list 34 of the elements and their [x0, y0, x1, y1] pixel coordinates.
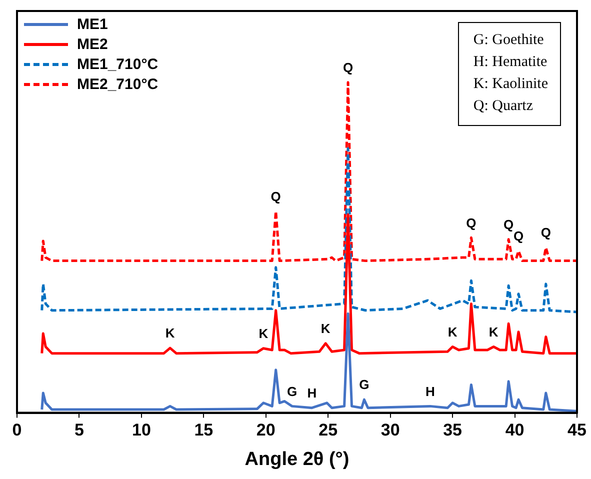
x-tick-label: 10 — [132, 420, 151, 440]
annotation: K — [448, 324, 458, 340]
annotation: K: Kaolinite — [473, 75, 548, 94]
annotation: K — [165, 326, 176, 341]
legend-label: ME2_710°C — [77, 76, 158, 92]
legend-label: ME1 — [77, 16, 108, 32]
x-tick-label: 15 — [194, 420, 214, 440]
annotation: Q — [466, 215, 476, 230]
annotation: H — [425, 384, 435, 399]
annotation: K — [488, 324, 499, 340]
annotation: Q — [540, 225, 551, 240]
legend-label: ME2 — [77, 36, 108, 52]
legend-label: ME1_710°C — [77, 56, 158, 72]
annotation: Q — [503, 216, 514, 232]
annotation: G — [286, 384, 298, 399]
x-tick-label: 5 — [74, 420, 84, 440]
x-tick-label: 40 — [505, 420, 524, 440]
annotation: Q — [342, 60, 354, 75]
x-tick-label: 35 — [443, 420, 462, 440]
text: G: Goethite — [473, 31, 545, 50]
annotation: Q: Quartz — [473, 97, 534, 116]
annotation: K — [258, 326, 269, 341]
annotation: G — [359, 377, 370, 392]
x-tick-label: 25 — [318, 420, 338, 440]
x-tick-label: 30 — [380, 420, 400, 440]
x-tick-label: 20 — [256, 420, 276, 440]
annotation: H — [307, 385, 317, 400]
text: H: Hematite — [473, 53, 548, 72]
annotation: K — [320, 320, 331, 336]
x-axis-title: Angle 2θ (°) — [244, 448, 350, 470]
x-tick-label: 0 — [12, 420, 22, 440]
annotation: Q — [270, 188, 281, 204]
x-tick-label: 45 — [568, 420, 586, 440]
annotation: Q — [513, 228, 524, 244]
